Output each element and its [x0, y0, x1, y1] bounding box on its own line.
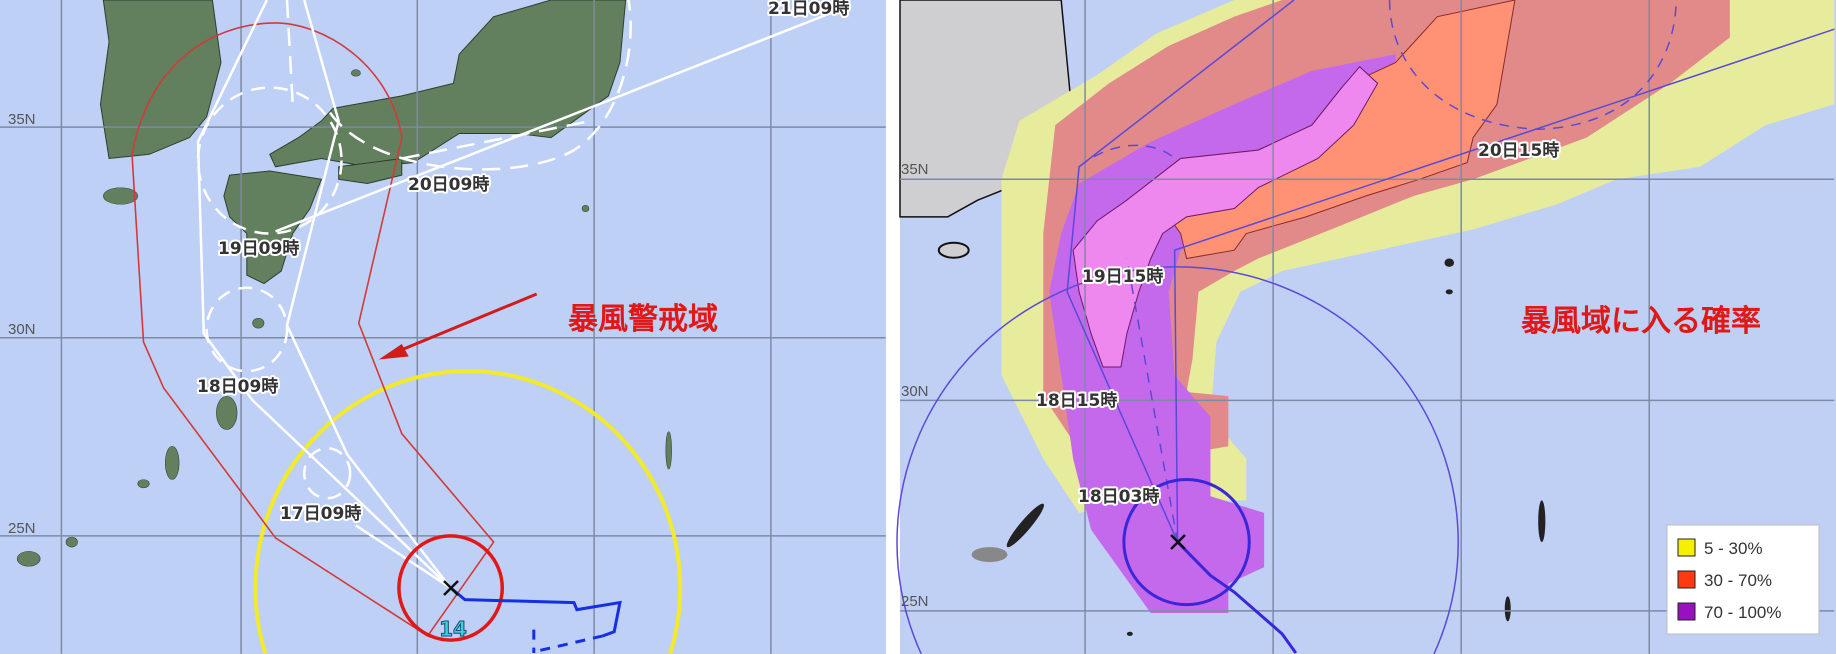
- lat-label-30n: 30N: [8, 321, 36, 338]
- shikoku-land: [339, 158, 402, 183]
- kyushu-land: [224, 171, 322, 284]
- storm-center-x-icon: [1170, 534, 1186, 550]
- lat-label-25n: 25N: [8, 520, 36, 537]
- arrow-line: [390, 294, 536, 354]
- legend-label: 5 - 30%: [1704, 539, 1763, 558]
- korea-land: [100, 0, 221, 158]
- forecast-label: 19日09時: [218, 238, 299, 259]
- panel-divider: [886, 0, 900, 654]
- storm-warning-area: [132, 23, 494, 636]
- forecast-label: 17日09時: [280, 503, 361, 524]
- lat-label-35n: 35N: [8, 111, 36, 128]
- probability-area-30-70: [1043, 0, 1730, 451]
- forecast-circle: [897, 267, 1458, 654]
- legend-swatch-5-30: [1677, 538, 1696, 557]
- storm-center-x-icon: [443, 580, 459, 596]
- forecast-label: 20日15時: [1478, 140, 1559, 161]
- legend-label: 70 - 100%: [1704, 603, 1782, 622]
- right-map: 35N 30N 25N 20日15時 19日15時 18日15時 18日03時 …: [897, 0, 1836, 654]
- western-japan-land: [1073, 67, 1377, 367]
- honshu-land: [270, 0, 626, 167]
- arrow-head-icon: [378, 344, 409, 360]
- forecast-label: 20日09時: [408, 174, 489, 195]
- legend-swatch-30-70: [1677, 570, 1696, 589]
- forecast-label: 19日15時: [1082, 266, 1163, 287]
- left-map: 14 35N 30N 25N 21日09時 20日09時 19日09時 18日0…: [0, 0, 886, 654]
- right-grid: [900, 0, 1834, 654]
- past-track: [1178, 542, 1296, 653]
- lat-label-30n: 30N: [901, 383, 929, 400]
- legend: 5 - 30% 30 - 70% 70 - 100%: [1666, 524, 1820, 635]
- lat-label-35n: 35N: [901, 161, 929, 178]
- forecast-label: 18日15時: [1036, 390, 1117, 411]
- storm-zone-circle: [1124, 480, 1249, 605]
- forecast-label: 18日03時: [1078, 486, 1159, 507]
- lat-label-25n: 25N: [901, 593, 929, 610]
- islands: [939, 243, 1546, 636]
- storm-number: 14: [439, 617, 467, 641]
- storm-zone-circle: [399, 536, 502, 640]
- jeju-land: [103, 187, 139, 205]
- legend-swatch-70-100: [1677, 602, 1696, 621]
- right-map-title: 暴風域に入る確率: [1521, 304, 1761, 339]
- left-land: [16, 0, 672, 567]
- past-track: [451, 588, 620, 636]
- gale-zone-circle: [255, 371, 680, 654]
- past-track-dashed: [534, 630, 603, 653]
- forecast-label: 21日09時: [768, 0, 849, 19]
- forecast-track-lines: [897, 0, 1834, 654]
- forecast-label: 18日09時: [197, 376, 278, 397]
- left-map-title: 暴風警戒域: [568, 302, 718, 337]
- legend-label: 30 - 70%: [1704, 571, 1772, 590]
- forecast-cone: [198, 0, 832, 588]
